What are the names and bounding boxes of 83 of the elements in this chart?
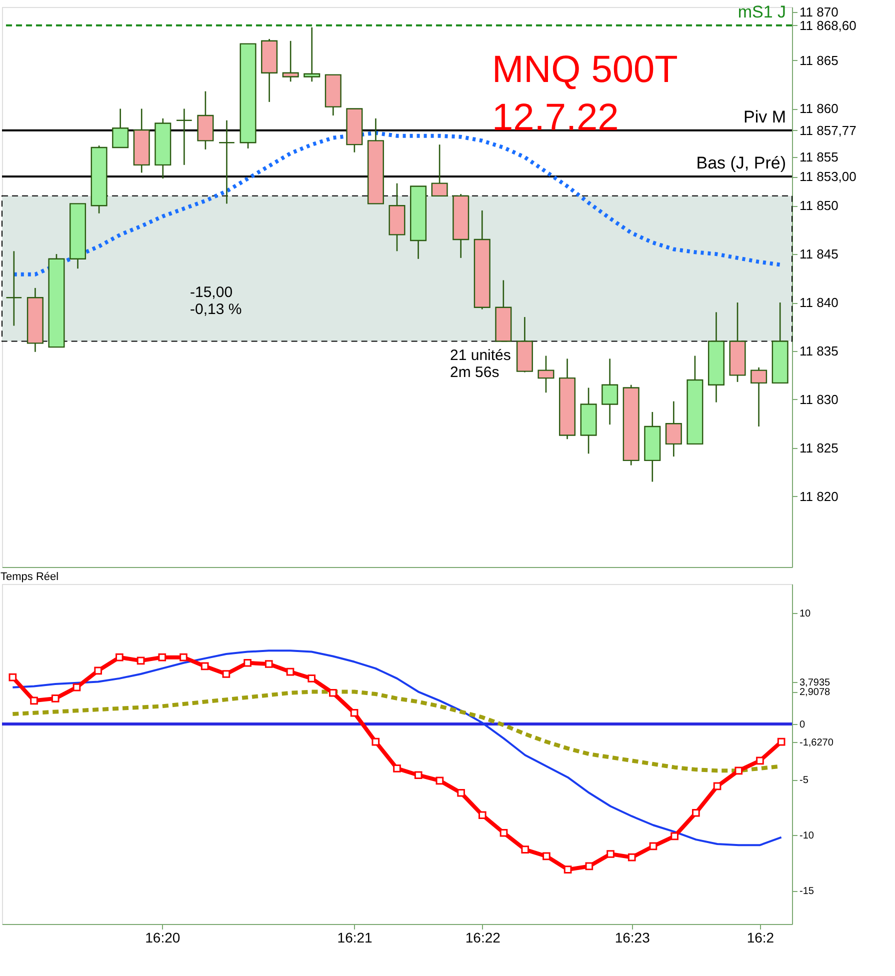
candlestick — [665, 400, 682, 458]
point — [94, 666, 102, 675]
point — [649, 842, 658, 850]
y-tick-label: 11 860 — [800, 101, 838, 116]
x-tick-label: 16:2 — [746, 930, 774, 946]
candlestick — [6, 250, 22, 326]
point — [8, 673, 17, 682]
x-tick-label: 16:21 — [337, 930, 373, 946]
point — [30, 696, 38, 705]
annotation: 21 unités 2m 56s — [450, 347, 511, 381]
y-tick-label: -15 — [800, 886, 814, 898]
x-tick-label: 16:20 — [145, 930, 180, 946]
point — [500, 828, 508, 837]
text: 12.7.22 — [492, 97, 619, 139]
point — [180, 653, 188, 662]
y-tick-label: -5 — [800, 775, 809, 786]
point — [436, 776, 444, 785]
point — [51, 694, 60, 702]
point — [329, 688, 337, 697]
y-tick-label: 11 830 — [800, 392, 838, 407]
y-tick-label: -10 — [800, 830, 814, 842]
x-tick-label: 16:22 — [465, 930, 501, 946]
y-tick-label: 10 — [800, 608, 812, 620]
y-tick-label: 11 855 — [800, 150, 838, 165]
annotation: -15,00 -0,13 % — [190, 284, 242, 318]
text: MNQ 500T — [492, 49, 678, 91]
y-tick-label: 11 865 — [800, 52, 838, 68]
candlestick — [602, 358, 618, 426]
chart-title: Temps Réel — [0, 571, 59, 583]
candlestick — [218, 120, 236, 204]
y-tick-label: 0 — [800, 720, 806, 730]
point — [393, 764, 401, 772]
y-tick-label: 2,9078 — [800, 687, 831, 698]
candlestick — [112, 108, 129, 148]
candlestick — [304, 26, 320, 82]
y-tick-label: 11 857,77 — [800, 122, 856, 138]
y-tick-label: 11 820 — [800, 488, 838, 504]
point — [350, 708, 358, 717]
y-tick-label: 11 850 — [800, 198, 838, 214]
point — [777, 738, 786, 746]
point — [606, 850, 614, 858]
point — [734, 766, 743, 775]
candlestick — [282, 40, 299, 82]
y-tick-label: 11 868,60 — [800, 18, 856, 33]
point — [222, 670, 230, 678]
point — [116, 653, 124, 662]
candlestick — [750, 366, 768, 428]
point — [564, 866, 572, 874]
point — [713, 782, 722, 790]
point — [756, 756, 764, 765]
ref-line-label: Piv M — [744, 107, 786, 126]
candlestick — [538, 355, 554, 394]
y-tick-label: -1,6270 — [800, 738, 834, 749]
point — [478, 811, 486, 820]
point — [158, 653, 166, 662]
y-tick-label: 11 853,00 — [800, 169, 856, 184]
x-tick-label: 16:23 — [614, 930, 650, 946]
point — [670, 832, 678, 840]
y-tick-label: 11 825 — [800, 440, 838, 456]
y-tick-label: 11 845 — [800, 246, 838, 262]
point — [542, 852, 550, 860]
y-tick-label: 11 840 — [800, 295, 838, 310]
point — [457, 788, 465, 797]
point — [372, 738, 380, 746]
point — [628, 853, 636, 862]
point — [136, 656, 145, 665]
candlestick — [431, 144, 448, 197]
point — [286, 668, 294, 676]
y-tick-label: 11 835 — [800, 343, 838, 358]
y-tick-label: 3,7935 — [800, 677, 831, 688]
ref-line-label: Bas (J, Pré) — [696, 154, 786, 173]
point — [72, 683, 81, 692]
point — [308, 674, 316, 682]
candlestick — [176, 108, 192, 166]
point — [585, 862, 594, 870]
point — [692, 808, 700, 817]
ref-line-label: mS1 J — [738, 2, 786, 22]
point — [264, 660, 273, 668]
point — [200, 662, 209, 670]
point — [414, 771, 422, 780]
point — [521, 846, 530, 854]
y-tick-label: 11 870 — [800, 4, 838, 20]
point — [244, 658, 252, 667]
